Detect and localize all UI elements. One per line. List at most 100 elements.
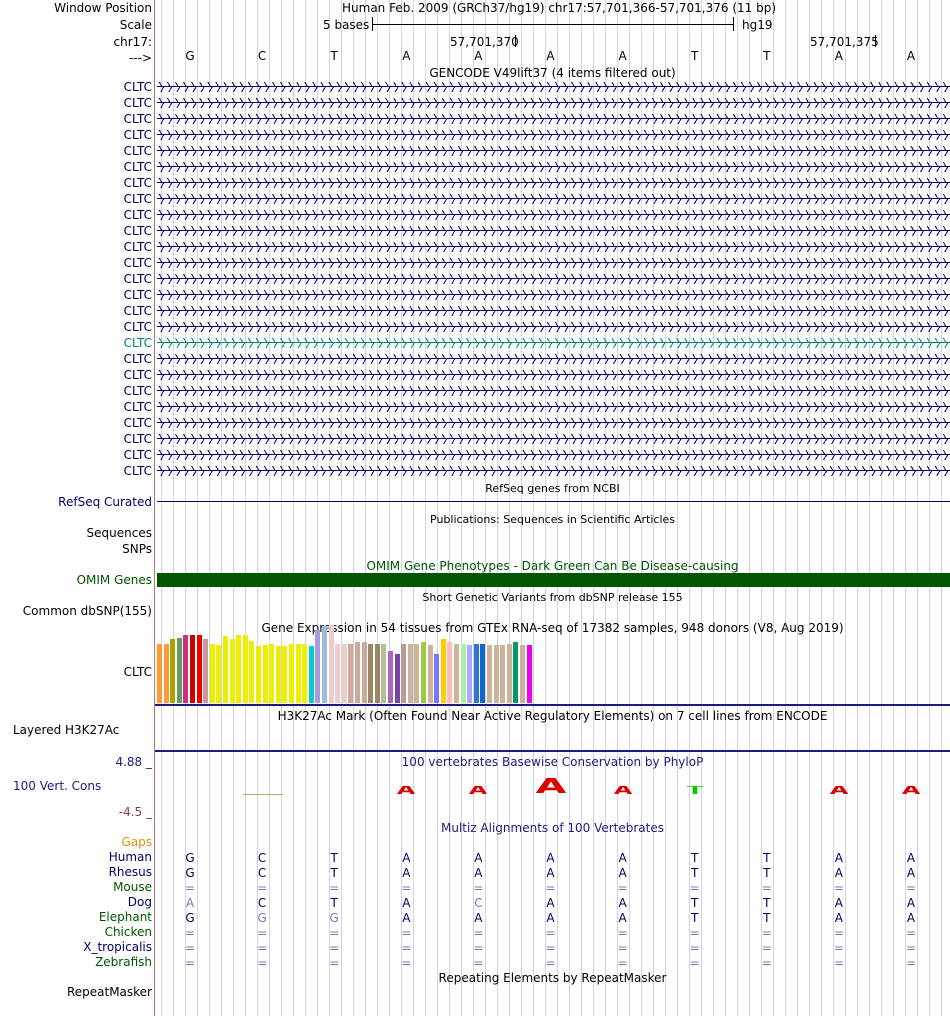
gtex-bar[interactable] <box>447 642 453 703</box>
gtex-bar[interactable] <box>414 644 420 703</box>
multiz-species-label[interactable]: Human <box>108 850 152 864</box>
gtex-bar[interactable] <box>302 644 308 703</box>
gencode-gene-label[interactable]: CLTC <box>123 384 152 398</box>
publications-snps-label[interactable]: SNPs <box>122 542 152 556</box>
gtex-bar[interactable] <box>467 645 473 703</box>
gencode-gene-feature[interactable] <box>157 130 950 140</box>
gtex-bar[interactable] <box>256 646 261 703</box>
gtex-bar[interactable] <box>275 646 281 703</box>
refseq-line[interactable] <box>157 501 950 502</box>
gencode-gene-feature[interactable] <box>157 82 950 92</box>
gtex-bar[interactable] <box>374 644 380 703</box>
gencode-gene-feature[interactable] <box>157 162 950 172</box>
gtex-bar[interactable] <box>229 639 235 703</box>
gencode-gene-feature[interactable] <box>157 402 950 412</box>
gencode-gene-label[interactable]: CLTC <box>123 128 152 142</box>
gtex-bar[interactable] <box>520 645 525 703</box>
conservation-label[interactable]: 100 Vert. Cons <box>13 779 102 793</box>
gtex-bar[interactable] <box>157 644 162 703</box>
gtex-bar[interactable] <box>506 644 512 703</box>
publications-sequences-label[interactable]: Sequences <box>86 526 152 540</box>
gtex-bar[interactable] <box>526 645 532 703</box>
gencode-gene-label[interactable]: CLTC <box>123 144 152 158</box>
gtex-bar[interactable] <box>295 644 301 703</box>
gtex-bar[interactable] <box>322 626 327 703</box>
gtex-bar[interactable] <box>249 641 255 703</box>
gtex-bar[interactable] <box>427 645 433 703</box>
gtex-bar[interactable] <box>262 645 268 703</box>
gtex-bar[interactable] <box>209 644 215 703</box>
gtex-label[interactable]: CLTC <box>123 665 152 679</box>
gencode-gene-label[interactable]: CLTC <box>123 336 152 350</box>
gencode-gene-feature[interactable] <box>157 466 950 476</box>
gtex-bar[interactable] <box>361 642 367 703</box>
multiz-species-label[interactable]: X_tropicalis <box>83 940 152 954</box>
gencode-gene-feature[interactable] <box>157 178 950 188</box>
gencode-gene-label[interactable]: CLTC <box>123 368 152 382</box>
gtex-bar[interactable] <box>196 635 202 703</box>
multiz-species-label[interactable]: Rhesus <box>108 865 152 879</box>
gtex-bar[interactable] <box>368 644 374 703</box>
gencode-gene-feature[interactable] <box>157 386 950 396</box>
dbsnp-label[interactable]: Common dbSNP(155) <box>22 604 152 618</box>
gtex-bar[interactable] <box>440 639 446 703</box>
gencode-gene-label[interactable]: CLTC <box>123 192 152 206</box>
gtex-bar[interactable] <box>308 646 314 703</box>
gtex-bar[interactable] <box>170 639 176 703</box>
gtex-bar[interactable] <box>223 636 228 703</box>
gaps-label[interactable]: Gaps <box>121 835 152 849</box>
gencode-gene-feature[interactable] <box>157 434 950 444</box>
gtex-bar[interactable] <box>289 644 294 703</box>
gtex-bar[interactable] <box>473 644 479 703</box>
gencode-gene-label[interactable]: CLTC <box>123 448 152 462</box>
gencode-gene-feature[interactable] <box>157 418 950 428</box>
gtex-bar[interactable] <box>282 646 288 703</box>
gencode-gene-label[interactable]: CLTC <box>123 240 152 254</box>
multiz-species-label[interactable]: Mouse <box>113 880 152 894</box>
gencode-gene-label[interactable]: CLTC <box>123 96 152 110</box>
gencode-gene-feature[interactable] <box>157 242 950 252</box>
gtex-bar[interactable] <box>487 645 492 703</box>
gencode-gene-feature[interactable] <box>157 450 950 460</box>
multiz-species-label[interactable]: Dog <box>127 895 152 909</box>
gencode-gene-feature[interactable] <box>157 258 950 268</box>
gtex-bar[interactable] <box>315 630 321 703</box>
gencode-gene-label[interactable]: CLTC <box>123 176 152 190</box>
gtex-bar[interactable] <box>335 644 341 703</box>
gtex-bar[interactable] <box>176 638 182 703</box>
gencode-gene-label[interactable]: CLTC <box>123 320 152 334</box>
gencode-gene-feature[interactable] <box>157 274 950 284</box>
gtex-bar[interactable] <box>216 645 222 703</box>
gencode-gene-label[interactable]: CLTC <box>123 224 152 238</box>
gtex-bar[interactable] <box>421 642 426 703</box>
gtex-bar[interactable] <box>434 654 440 703</box>
gtex-bar[interactable] <box>163 644 169 703</box>
gencode-gene-label[interactable]: CLTC <box>123 80 152 94</box>
gencode-gene-feature[interactable] <box>157 210 950 220</box>
gtex-bar[interactable] <box>348 644 354 703</box>
gtex-bar[interactable] <box>388 651 393 703</box>
refseq-label[interactable]: RefSeq Curated <box>58 495 152 509</box>
multiz-species-label[interactable]: Elephant <box>98 910 152 924</box>
gtex-bar[interactable] <box>460 644 466 703</box>
gencode-gene-label[interactable]: CLTC <box>123 400 152 414</box>
h3k27ac-label[interactable]: Layered H3K27Ac <box>13 723 120 737</box>
gtex-bar[interactable] <box>394 654 400 703</box>
gtex-bar[interactable] <box>500 645 506 703</box>
gencode-gene-label[interactable]: CLTC <box>123 112 152 126</box>
omim-label[interactable]: OMIM Genes <box>76 573 152 587</box>
gencode-gene-feature[interactable] <box>157 146 950 156</box>
gencode-gene-label[interactable]: CLTC <box>123 208 152 222</box>
gencode-gene-label[interactable]: CLTC <box>123 304 152 318</box>
gtex-bar[interactable] <box>242 635 248 703</box>
gtex-bar[interactable] <box>203 639 209 703</box>
gencode-gene-label[interactable]: CLTC <box>123 416 152 430</box>
gtex-bar[interactable] <box>381 644 387 703</box>
gtex-bar[interactable] <box>513 642 519 703</box>
gtex-bar[interactable] <box>480 644 486 703</box>
gencode-gene-feature[interactable] <box>157 306 950 316</box>
gencode-gene-label[interactable]: CLTC <box>123 272 152 286</box>
gencode-gene-label[interactable]: CLTC <box>123 352 152 366</box>
gencode-gene-label[interactable]: CLTC <box>123 256 152 270</box>
gencode-gene-feature[interactable] <box>157 98 950 108</box>
